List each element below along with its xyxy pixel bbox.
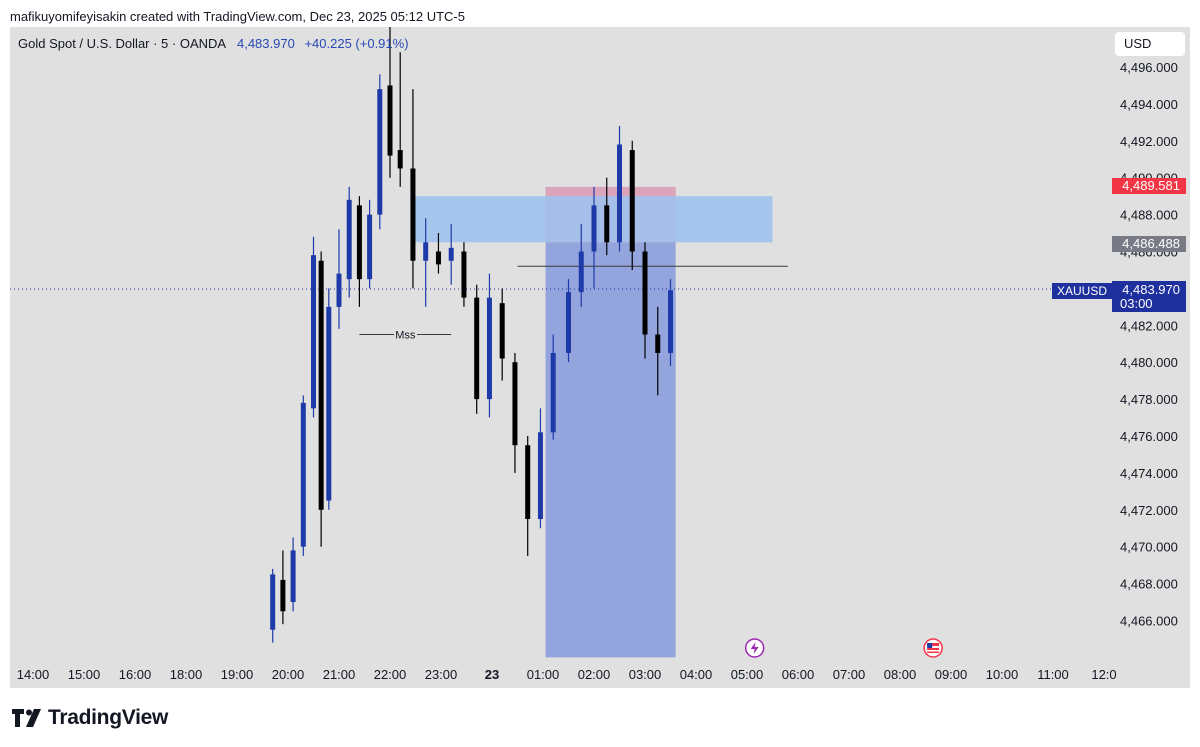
candle-body — [311, 255, 316, 409]
y-axis-tick-label: 4,476.000 — [1120, 429, 1178, 444]
x-axis-tick-label: 21:00 — [323, 667, 356, 682]
lightning-glyph — [750, 642, 759, 654]
chart-area[interactable]: Mss 4,466.000 4,468.000 4,470.000 4,472.000 4… — [10, 27, 1190, 688]
candle-body — [461, 251, 467, 298]
candle-body — [397, 150, 403, 169]
candle-body — [300, 402, 306, 547]
flag-stripe-white — [927, 650, 940, 652]
x-axis-tick-label: 16:00 — [119, 667, 152, 682]
current-price-value: 4,483.970 — [1122, 282, 1180, 297]
candle-body — [356, 205, 362, 280]
candle-body — [486, 297, 492, 400]
x-axis-tick-label: 10:00 — [986, 667, 1019, 682]
candle-body — [410, 168, 416, 261]
y-axis-tick-label: 4,470.000 — [1120, 540, 1178, 555]
symbol-name: Gold Spot / U.S. Dollar · 5 · OANDA — [18, 36, 226, 51]
x-axis-tick-label: 09:00 — [935, 667, 968, 682]
y-axis-tick-label: 4,480.000 — [1120, 355, 1178, 370]
candle-body — [591, 205, 597, 252]
y-axis-tick-label: 4,496.000 — [1120, 60, 1178, 75]
demand-zone — [545, 186, 676, 658]
x-axis-tick-label: 06:00 — [782, 667, 815, 682]
candle-body — [499, 303, 505, 359]
candle-body — [318, 260, 324, 510]
x-axis-tick-label: 05:00 — [731, 667, 764, 682]
candle-body — [617, 144, 622, 243]
x-axis-tick-label: 03:00 — [629, 667, 662, 682]
symbol-price: 4,483.970 — [236, 36, 295, 51]
currency-button[interactable]: USD — [1115, 32, 1185, 56]
candle-body — [642, 251, 648, 335]
candle-body — [326, 306, 332, 501]
brand-name: TradingView — [48, 706, 169, 729]
x-axis-tick-label: 22:00 — [374, 667, 407, 682]
candle-body — [387, 85, 393, 156]
symbol-legend[interactable]: Gold Spot / U.S. Dollar · 5 · OANDA 4,48… — [18, 36, 409, 51]
y-axis-tick-label: 4,474.000 — [1120, 466, 1178, 481]
candle-body — [525, 445, 531, 520]
candle-body — [290, 550, 296, 603]
x-axis-tick-label: 18:00 — [170, 667, 203, 682]
flag-canton — [927, 643, 933, 648]
x-axis-tick-label: 19:00 — [221, 667, 254, 682]
candle-body — [604, 205, 610, 243]
x-axis-tick-label: 11:00 — [1037, 667, 1069, 682]
fvg-zone — [410, 196, 773, 243]
x-axis-tick-label: 15:00 — [68, 667, 101, 682]
y-axis-tick-label: 4,472.000 — [1120, 503, 1178, 518]
candle-body — [377, 89, 383, 215]
x-axis-tick-label: 23:00 — [425, 667, 458, 682]
candle-body — [655, 334, 661, 353]
y-axis-tick-label: 4,488.000 — [1120, 208, 1178, 223]
candle-body — [280, 579, 286, 612]
candle-body — [367, 214, 373, 280]
x-axis-tick-label: 23 — [485, 667, 499, 682]
candle-body — [668, 290, 673, 353]
current-price-tag: 4,483.970 03:00 — [1112, 281, 1186, 312]
candle-body — [578, 251, 584, 293]
x-axis-tick-label: 20:00 — [272, 667, 305, 682]
candle-body — [435, 251, 441, 265]
candle-body — [346, 199, 352, 280]
x-axis-tick-label: 02:00 — [578, 667, 611, 682]
y-axis-tick-label: 4,482.000 — [1120, 318, 1178, 333]
ticker-tag: XAUUSD — [1052, 283, 1113, 299]
candle-body — [550, 352, 556, 433]
candle-body — [537, 432, 543, 520]
candle-body — [474, 297, 480, 400]
price-tag-red: 4,489.581 — [1112, 178, 1186, 194]
tradingview-logo[interactable]: TradingView — [12, 705, 168, 731]
tradingview-logo-icon — [12, 709, 41, 727]
x-axis-tick-label: 14:00 — [17, 667, 50, 682]
y-axis-tick-label: 4,478.000 — [1120, 392, 1178, 407]
countdown-value: 03:00 — [1120, 296, 1153, 311]
candle-body — [512, 362, 518, 446]
x-axis-tick-label: 04:00 — [680, 667, 713, 682]
x-axis-tick-label: 01:00 — [527, 667, 560, 682]
candlestick-chart[interactable]: Mss 4,466.000 4,468.000 4,470.000 4,472.000 4… — [10, 27, 1190, 688]
candle-body — [448, 247, 454, 261]
y-axis-tick-label: 4,466.000 — [1120, 614, 1178, 629]
candle-body — [423, 242, 429, 261]
attribution-text: mafikuyomifeyisakin created with Trading… — [10, 9, 465, 24]
candle-body — [270, 574, 276, 630]
y-axis-tick-label: 4,492.000 — [1120, 134, 1178, 149]
candle-body — [629, 150, 635, 252]
x-axis-tick-label: 12:0 — [1091, 667, 1116, 682]
x-axis-tick-label: 07:00 — [833, 667, 866, 682]
symbol-change: +40.225 (+0.91%) — [304, 36, 409, 51]
x-axis-tick-label: 08:00 — [884, 667, 917, 682]
mss-label: Mss — [395, 330, 416, 342]
flag-stripe-white — [927, 646, 940, 648]
y-axis-tick-label: 4,468.000 — [1120, 577, 1178, 592]
candle-body — [336, 273, 342, 307]
candle-body — [566, 292, 571, 353]
y-axis-tick-label: 4,494.000 — [1120, 97, 1178, 112]
price-tag-gray: 4,486.488 — [1112, 236, 1186, 252]
